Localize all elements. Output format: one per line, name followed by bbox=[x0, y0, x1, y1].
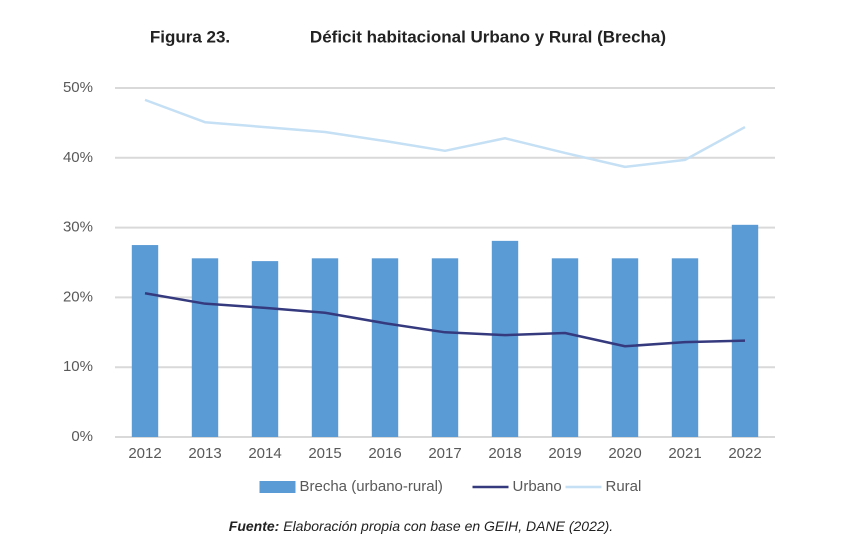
bar bbox=[251, 261, 279, 437]
source-note: Fuente: Elaboración propia con base en G… bbox=[229, 518, 613, 534]
bar bbox=[431, 258, 459, 437]
bar bbox=[611, 258, 639, 437]
x-tick-label: 2021 bbox=[668, 445, 701, 462]
x-tick-label: 2019 bbox=[548, 445, 581, 462]
bar bbox=[731, 224, 759, 437]
bar bbox=[491, 240, 519, 437]
y-tick-label: 50% bbox=[63, 79, 93, 96]
legend-label: Rural bbox=[606, 478, 642, 495]
legend-swatch bbox=[259, 481, 296, 493]
line bbox=[144, 291, 746, 348]
y-tick-label: 20% bbox=[63, 288, 93, 305]
y-tick-label: 40% bbox=[63, 149, 93, 166]
x-tick-label: 2012 bbox=[128, 445, 161, 462]
legend-label: Brecha (urbano-rural) bbox=[300, 478, 443, 495]
source-text: Elaboración propia con base en GEIH, DAN… bbox=[283, 518, 613, 534]
figure-label: Figura 23. bbox=[150, 27, 230, 46]
x-tick-label: 2016 bbox=[368, 445, 401, 462]
x-tick-label: 2013 bbox=[188, 445, 221, 462]
chart-title: Déficit habitacional Urbano y Rural (Bre… bbox=[310, 27, 666, 46]
source-label: Fuente: bbox=[229, 518, 280, 534]
bar bbox=[371, 258, 399, 437]
y-tick-label: 0% bbox=[71, 428, 93, 445]
x-tick-label: 2020 bbox=[608, 445, 641, 462]
y-tick-label: 10% bbox=[63, 358, 93, 375]
x-tick-label: 2018 bbox=[488, 445, 521, 462]
bar bbox=[311, 258, 339, 437]
x-tick-label: 2017 bbox=[428, 445, 461, 462]
bar bbox=[191, 258, 219, 437]
bar bbox=[671, 258, 699, 437]
x-tick-label: 2014 bbox=[248, 445, 281, 462]
x-tick-label: 2015 bbox=[308, 445, 341, 462]
bar bbox=[131, 245, 159, 437]
bar bbox=[551, 258, 579, 437]
line bbox=[144, 98, 746, 169]
legend-label: Urbano bbox=[513, 478, 562, 495]
x-tick-label: 2022 bbox=[728, 445, 761, 462]
y-tick-label: 30% bbox=[63, 219, 93, 236]
